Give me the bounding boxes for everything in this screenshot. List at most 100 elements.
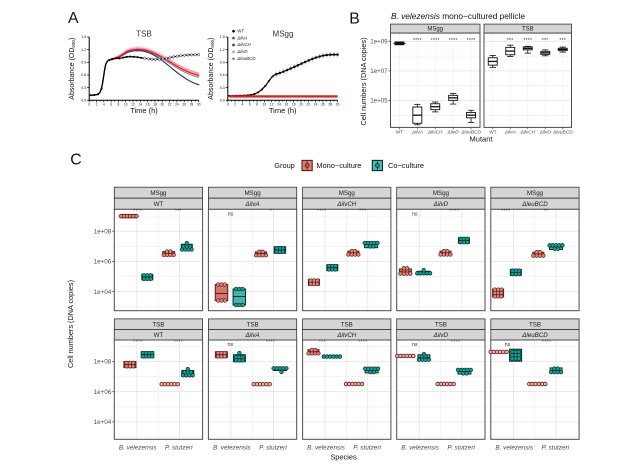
svg-text:0.6: 0.6 [220,73,225,77]
svg-text:Time (h): Time (h) [269,106,297,115]
svg-text:ΔleuBCD: ΔleuBCD [552,129,573,135]
svg-text:20: 20 [299,103,303,107]
svg-text:4: 4 [103,103,105,107]
svg-text:MSgg: MSgg [273,29,294,38]
svg-text:ΔilvCH: ΔilvCH [519,129,535,135]
svg-text:12: 12 [131,103,135,107]
svg-text:18: 18 [153,103,157,107]
svg-text:10: 10 [263,103,267,107]
svg-text:Cell numbers (DNA copies): Cell numbers (DNA copies) [359,38,368,126]
svg-text:1e+09: 1e+09 [370,39,388,46]
svg-text:B. velezensis: B. velezensis [495,445,533,452]
svg-text:****: **** [450,209,459,215]
svg-text:1e+04: 1e+04 [94,419,112,426]
svg-text:TSB: TSB [529,322,541,329]
svg-text:ΔilvD: ΔilvD [433,332,449,339]
svg-text:***: *** [175,209,182,215]
svg-text:B. velezensis: B. velezensis [307,445,345,452]
svg-text:0.0: 0.0 [81,99,86,103]
svg-text:ns: ns [505,342,511,348]
svg-text:****: **** [542,339,551,345]
svg-text:1.2: 1.2 [220,48,225,52]
svg-text:****: **** [358,339,367,345]
svg-text:P. stutzeri: P. stutzeri [353,445,381,452]
svg-text:***: *** [319,339,326,345]
svg-text:****: **** [133,339,142,345]
svg-text:***: *** [542,38,549,44]
svg-text:Absorbance (OD600): Absorbance (OD600) [208,38,215,100]
svg-text:A: A [68,10,79,27]
svg-text:1.5: 1.5 [81,35,86,39]
svg-text:TSB: TSB [522,27,534,33]
svg-text:WT: WT [396,129,404,135]
svg-text:****: **** [467,38,476,44]
svg-text:TSB: TSB [247,322,259,329]
svg-text:ΔilvD: ΔilvD [433,201,449,208]
svg-text:****: **** [266,339,275,345]
svg-text:Species: Species [330,452,357,461]
svg-text:ns: ns [412,211,418,217]
svg-text:Mono−culture: Mono−culture [316,161,361,170]
svg-text:1e+06: 1e+06 [94,389,112,396]
svg-text:8: 8 [256,103,258,107]
svg-text:ΔleuBCD: ΔleuBCD [236,56,256,61]
svg-text:MSgg: MSgg [150,190,167,197]
svg-text:18: 18 [292,103,296,107]
svg-text:MSgg: MSgg [427,27,443,33]
svg-text:**: ** [544,209,549,215]
svg-text:Absorbance (OD600): Absorbance (OD600) [69,38,76,100]
svg-text:ΔilvD: ΔilvD [539,129,552,135]
svg-text:0.3: 0.3 [81,86,86,90]
svg-text:B. velezensis mono−cultured pe: B. velezensis mono−cultured pellicle [391,11,525,21]
svg-text:ΔleuBCD: ΔleuBCD [521,201,548,208]
svg-text:ΔilvD: ΔilvD [446,129,459,135]
svg-text:24: 24 [314,103,318,107]
svg-text:ΔilvA: ΔilvA [245,332,260,339]
svg-text:P. stutzeri: P. stutzeri [447,445,475,452]
svg-text:****: **** [413,38,422,44]
svg-text:16: 16 [146,103,150,107]
svg-text:20: 20 [160,103,164,107]
svg-text:ns: ns [412,342,418,348]
svg-text:0.6: 0.6 [81,73,86,77]
svg-text:****: **** [317,209,326,215]
svg-text:***: *** [507,38,514,44]
svg-text:P. stutzeri: P. stutzeri [542,445,570,452]
svg-text:MSgg: MSgg [433,190,450,197]
svg-text:22: 22 [168,103,172,107]
svg-text:6: 6 [110,103,112,107]
svg-text:Co−culture: Co−culture [388,161,424,170]
svg-text:30: 30 [197,103,201,107]
svg-text:TSB: TSB [435,322,447,329]
svg-text:B. velezensis: B. velezensis [213,445,251,452]
svg-text:30: 30 [336,103,340,107]
svg-text:****: **** [451,339,460,345]
svg-text:ns: ns [228,342,234,348]
svg-text:0.9: 0.9 [81,61,86,65]
svg-text:B. velezensis: B. velezensis [401,445,439,452]
svg-text:28: 28 [328,103,332,107]
svg-text:****: **** [174,339,183,345]
svg-text:Time (h): Time (h) [130,106,158,115]
svg-text:0.3: 0.3 [220,86,225,90]
svg-text:TSB: TSB [341,322,353,329]
svg-text:ΔilvCH: ΔilvCH [336,201,356,208]
svg-text:MSgg: MSgg [245,190,262,197]
svg-text:TSB: TSB [136,29,152,38]
svg-text:26: 26 [321,103,325,107]
svg-text:26: 26 [182,103,186,107]
svg-text:***: *** [559,38,566,44]
svg-text:6: 6 [249,103,251,107]
svg-text:1.5: 1.5 [220,35,225,39]
svg-text:24: 24 [175,103,179,107]
svg-text:1e+08: 1e+08 [94,228,112,235]
svg-text:4: 4 [241,103,243,107]
svg-text:ΔleuBCD: ΔleuBCD [521,332,548,339]
svg-text:ΔilvCH: ΔilvCH [336,332,356,339]
svg-text:B. velezensis: B. velezensis [119,445,157,452]
svg-text:*: * [270,209,272,215]
svg-text:****: **** [431,38,440,44]
svg-text:****: **** [523,38,532,44]
svg-text:0.0: 0.0 [220,99,225,103]
svg-text:WT: WT [154,201,164,208]
